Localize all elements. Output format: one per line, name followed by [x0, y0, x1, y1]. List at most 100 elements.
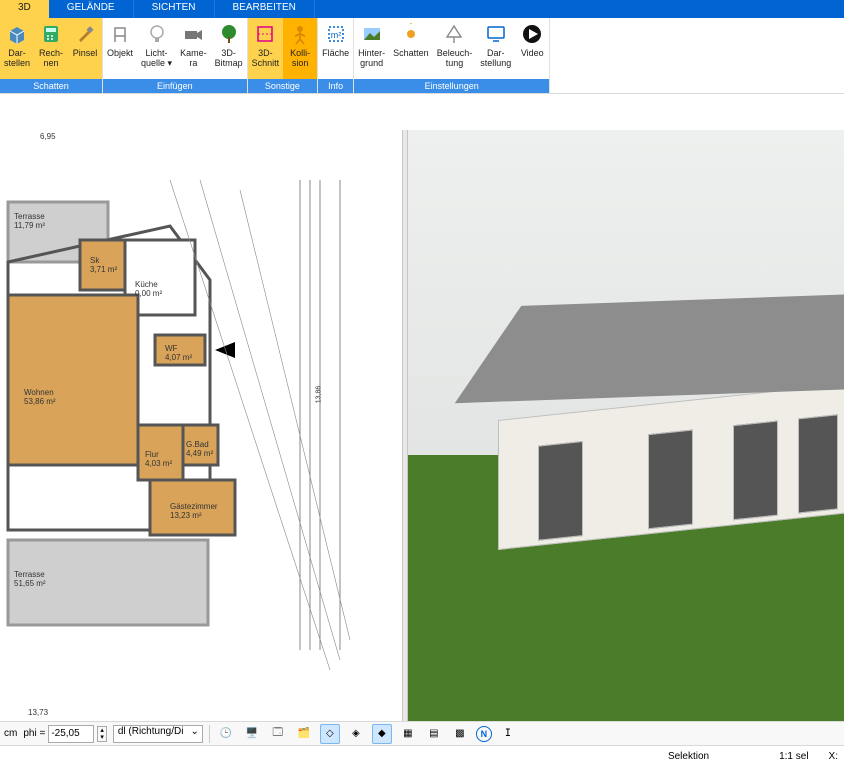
status-ratio: 1:1 sel [779, 751, 808, 762]
bottom-toolbar: cm phi = ▴ ▾ dl (Richtung/Di 🕒 🖥️ 🗔 🗂️ ◇… [0, 721, 844, 745]
tool-label-pinsel: Pinsel [73, 48, 98, 58]
room-label-gbad: G.Bad 4,49 m² [186, 440, 213, 458]
tool-beleuchtung[interactable]: Beleuch- tung [433, 18, 477, 79]
tool-darstellung[interactable]: Dar- stellung [476, 18, 515, 79]
sep [209, 725, 210, 743]
tool-rechnen[interactable]: Rech- nen [34, 18, 68, 79]
room-label-terrasse: Terrasse 51,65 m² [14, 570, 46, 588]
tool-label-flaeche: Fläche [322, 48, 349, 58]
tool-label-video: Video [521, 48, 544, 58]
group-caption: Einfügen [103, 79, 247, 93]
phi-step-up[interactable]: ▴ [98, 727, 106, 734]
room-label-sk: Sk 3,71 m² [90, 256, 117, 274]
tool-label-3d-bitmap: 3D- Bitmap [215, 48, 243, 68]
tool-hintergrund[interactable]: Hinter- grund [354, 18, 389, 79]
ribbon-group-schatten: Dar- stellenRech- nen Pinsel Schatten [0, 18, 103, 93]
cut-icon [253, 22, 277, 46]
direction-dropdown[interactable]: dl (Richtung/Di [113, 725, 203, 743]
tool-pinsel[interactable]: Pinsel [68, 18, 102, 79]
tool-label-lichtquelle: Licht- quelle ▾ [141, 48, 172, 68]
tool-3d-bitmap[interactable]: 3D- Bitmap [211, 18, 247, 79]
main-tabs: 3D GELÄNDE SICHTEN BEARBEITEN [0, 0, 844, 18]
tool-lichtquelle[interactable]: Licht- quelle ▾ [137, 18, 176, 79]
viewport-3d-render[interactable] [408, 130, 844, 721]
phi-step-down[interactable]: ▾ [98, 734, 106, 741]
dim-right-total: 13,86 [314, 386, 323, 404]
tool-darstellen[interactable]: Dar- stellen [0, 18, 34, 79]
group-caption: Info [318, 79, 353, 93]
tool-3d-schnitt[interactable]: 3D- Schnitt [248, 18, 284, 79]
disp-icon [484, 22, 508, 46]
tab-sichten[interactable]: SICHTEN [134, 0, 215, 18]
status-bar: Selektion 1:1 sel X: [0, 745, 844, 767]
tool-label-objekt: Objekt [107, 48, 133, 58]
chair-icon [108, 22, 132, 46]
svg-text:m²: m² [330, 30, 341, 40]
btm-grid0-icon[interactable]: ▦ [398, 724, 418, 744]
tool-label-darstellung: Dar- stellung [480, 48, 511, 68]
viewport-2d-plan[interactable]: Terrasse 11,79 m² Sk 3,71 m² Küche 0,00 m²… [0, 130, 402, 721]
btm-screen-icon[interactable]: 🖥️ [242, 724, 262, 744]
btm-windows-icon[interactable]: 🗔 [268, 724, 288, 744]
bg-icon [360, 22, 384, 46]
btm-grid2-icon[interactable]: ▩ [450, 724, 470, 744]
group-caption: Schatten [0, 79, 102, 93]
tab-gelaende[interactable]: GELÄNDE [49, 0, 134, 18]
person-icon [288, 22, 312, 46]
plan-svg [0, 130, 402, 690]
btm-snap1-icon[interactable]: ◇ [320, 724, 340, 744]
btm-clock-icon[interactable]: 🕒 [216, 724, 236, 744]
dim-top: 6,95 [40, 132, 56, 141]
cam-icon [181, 22, 205, 46]
phi-field: phi = ▴ ▾ [23, 725, 106, 743]
ribbon-group-einfügen: Objekt Licht- quelle ▾Kame- ra3D- Bitmap E… [103, 18, 248, 93]
tool-video[interactable]: Video [515, 18, 549, 79]
tool-flaeche[interactable]: m² Fläche [318, 18, 353, 79]
unit-label: cm [4, 728, 17, 739]
ribbon-group-einstellungen: Hinter- grund Schatten Beleuch- tung Dar- s… [354, 18, 550, 93]
play-icon [520, 22, 544, 46]
phi-input[interactable] [48, 725, 94, 743]
viewport-area: Terrasse 11,79 m² Sk 3,71 m² Küche 0,00 m²… [0, 130, 844, 721]
tool-kamera[interactable]: Kame- ra [176, 18, 211, 79]
room-label-flur: Flur 4,03 m² [145, 450, 172, 468]
tool-label-hintergrund: Hinter- grund [358, 48, 385, 68]
area-icon: m² [324, 22, 348, 46]
btm-cursor-icon[interactable]: ⵊ [498, 724, 518, 744]
btm-grid1-icon[interactable]: ▤ [424, 724, 444, 744]
tool-label-schatten: Schatten [393, 48, 429, 58]
room-label-terrasse: Terrasse 11,79 m² [14, 212, 45, 230]
tool-schatten[interactable]: Schatten [389, 18, 433, 79]
btm-snap2-icon[interactable]: ◈ [346, 724, 366, 744]
group-caption: Sonstige [248, 79, 318, 93]
btm-snap3-icon[interactable]: ◆ [372, 724, 392, 744]
tabs-spacer [315, 0, 844, 18]
tool-label-darstellen: Dar- stellen [4, 48, 30, 68]
tool-label-kollision: Kolli- sion [290, 48, 310, 68]
ribbon: Dar- stellenRech- nenPinselSchattenObjek… [0, 18, 844, 94]
btm-layers-icon[interactable]: 🗂️ [294, 724, 314, 744]
room-label-wf: WF 4,07 m² [165, 344, 192, 362]
calc-icon [39, 22, 63, 46]
group-caption: Einstellungen [354, 79, 549, 93]
tool-objekt[interactable]: Objekt [103, 18, 137, 79]
phi-label: phi = [23, 728, 45, 739]
ribbon-group-info: m² Fläche Info [318, 18, 354, 93]
tool-kollision[interactable]: Kolli- sion [283, 18, 317, 79]
light-icon [442, 22, 466, 46]
dim-bottom-left: 13,73 [28, 708, 48, 717]
room-label-gstezimmer: Gästezimmer 13,23 m² [170, 502, 218, 520]
tab-bearbeiten[interactable]: BEARBEITEN [215, 0, 315, 18]
cube-icon [5, 22, 29, 46]
status-coord: X: [829, 751, 838, 762]
tool-label-3d-schnitt: 3D- Schnitt [252, 48, 280, 68]
status-mode: Selektion [668, 751, 709, 762]
room-label-wohnen: Wohnen 53,86 m² [24, 388, 56, 406]
room-label-kche: Küche 0,00 m² [135, 280, 162, 298]
tab-3d[interactable]: 3D [0, 0, 49, 18]
tool-label-beleuchtung: Beleuch- tung [437, 48, 473, 68]
btm-north-icon[interactable]: N [476, 726, 492, 742]
sun-icon [399, 22, 423, 46]
render-house [498, 340, 844, 595]
ribbon-group-sonstige: 3D- Schnitt Kolli- sion Sonstige [248, 18, 319, 93]
